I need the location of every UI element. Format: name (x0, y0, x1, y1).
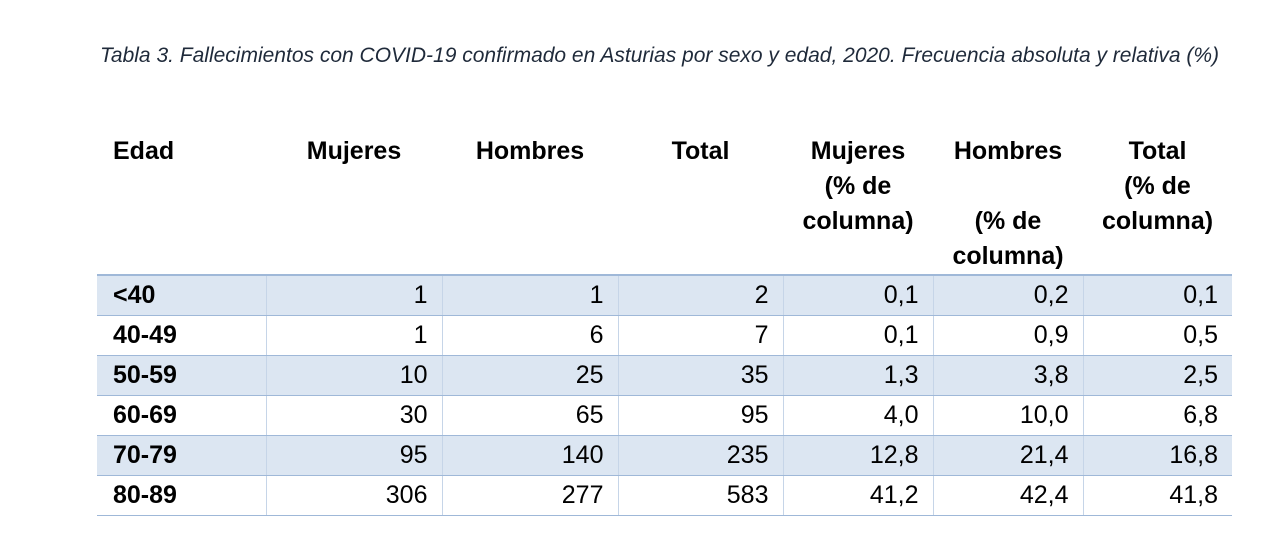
cell-total-pct: 6,8 (1082, 395, 1232, 436)
header-total-pct: Total (% de columna) (1083, 134, 1232, 276)
cell-total: 95 (617, 395, 783, 436)
cell-hombres-pct: 0,2 (932, 275, 1083, 316)
cell-mujeres-pct: 1,3 (782, 355, 933, 396)
cell-hombres-pct: 10,0 (932, 395, 1083, 436)
cell-total: 583 (617, 475, 783, 516)
header-mujeres-pct-line1: Mujeres (810, 137, 906, 165)
cell-mujeres: 30 (265, 395, 442, 436)
cell-hombres: 140 (441, 435, 618, 476)
cell-mujeres-pct: 12,8 (782, 435, 933, 476)
cell-total: 7 (617, 315, 783, 356)
table-row: 50-59 10 25 35 1,3 3,8 2,5 (97, 355, 1232, 396)
cell-total-pct: 41,8 (1082, 475, 1232, 516)
cell-hombres: 277 (441, 475, 618, 516)
cell-mujeres-pct: 4,0 (782, 395, 933, 436)
cell-mujeres-pct: 0,1 (782, 275, 933, 316)
table-header-row: Edad Mujeres Hombres Total Mujeres (% de… (97, 134, 1232, 276)
cell-total: 2 (617, 275, 783, 316)
header-hombres-pct-line1: Hombres (953, 137, 1063, 165)
header-mujeres: Mujeres (266, 134, 442, 276)
header-hombres: Hombres (442, 134, 618, 276)
header-total: Total (618, 134, 783, 276)
header-total-pct-line3: columna) (1101, 207, 1214, 235)
header-total-pct-line1: Total (1128, 137, 1187, 165)
deaths-table: Edad Mujeres Hombres Total Mujeres (% de… (97, 134, 1232, 516)
header-hombres-pct-line3: columna) (952, 242, 1064, 270)
table-row: <40 1 1 2 0,1 0,2 0,1 (97, 275, 1232, 316)
cell-total: 35 (617, 355, 783, 396)
table-row: 70-79 95 140 235 12,8 21,4 16,8 (97, 435, 1232, 476)
cell-mujeres: 10 (265, 355, 442, 396)
cell-total-pct: 2,5 (1082, 355, 1232, 396)
cell-mujeres: 1 (265, 275, 442, 316)
cell-hombres-pct: 21,4 (932, 435, 1083, 476)
header-mujeres-pct-line3: columna) (802, 207, 914, 235)
cell-total: 235 (617, 435, 783, 476)
header-hombres-pct-line2: (% de (974, 207, 1042, 235)
cell-edad: 50-59 (97, 355, 266, 396)
header-hombres-pct: Hombres (% de columna) (933, 134, 1083, 276)
cell-hombres: 25 (441, 355, 618, 396)
table-row: 80-89 306 277 583 41,2 42,4 41,8 (97, 475, 1232, 516)
cell-edad: 80-89 (97, 475, 266, 516)
cell-edad: 70-79 (97, 435, 266, 476)
cell-hombres: 65 (441, 395, 618, 436)
cell-mujeres-pct: 41,2 (782, 475, 933, 516)
cell-total-pct: 0,1 (1082, 275, 1232, 316)
header-hombres-pct-spacer (933, 169, 1083, 204)
cell-edad: 60-69 (97, 395, 266, 436)
cell-edad: <40 (97, 275, 266, 316)
cell-hombres: 1 (441, 275, 618, 316)
cell-edad: 40-49 (97, 315, 266, 356)
header-edad: Edad (97, 134, 266, 276)
table-caption: Tabla 3. Fallecimientos con COVID-19 con… (100, 44, 1219, 67)
cell-hombres-pct: 42,4 (932, 475, 1083, 516)
cell-hombres: 6 (441, 315, 618, 356)
cell-mujeres-pct: 0,1 (782, 315, 933, 356)
header-mujeres-pct: Mujeres (% de columna) (783, 134, 933, 276)
cell-total-pct: 16,8 (1082, 435, 1232, 476)
cell-hombres-pct: 0,9 (932, 315, 1083, 356)
table-row: 60-69 30 65 95 4,0 10,0 6,8 (97, 395, 1232, 436)
cell-hombres-pct: 3,8 (932, 355, 1083, 396)
header-mujeres-pct-line2: (% de (824, 172, 892, 200)
header-total-pct-line2: (% de (1124, 172, 1191, 200)
cell-mujeres: 1 (265, 315, 442, 356)
cell-total-pct: 0,5 (1082, 315, 1232, 356)
cell-mujeres: 95 (265, 435, 442, 476)
table-row: 40-49 1 6 7 0,1 0,9 0,5 (97, 315, 1232, 356)
cell-mujeres: 306 (265, 475, 442, 516)
